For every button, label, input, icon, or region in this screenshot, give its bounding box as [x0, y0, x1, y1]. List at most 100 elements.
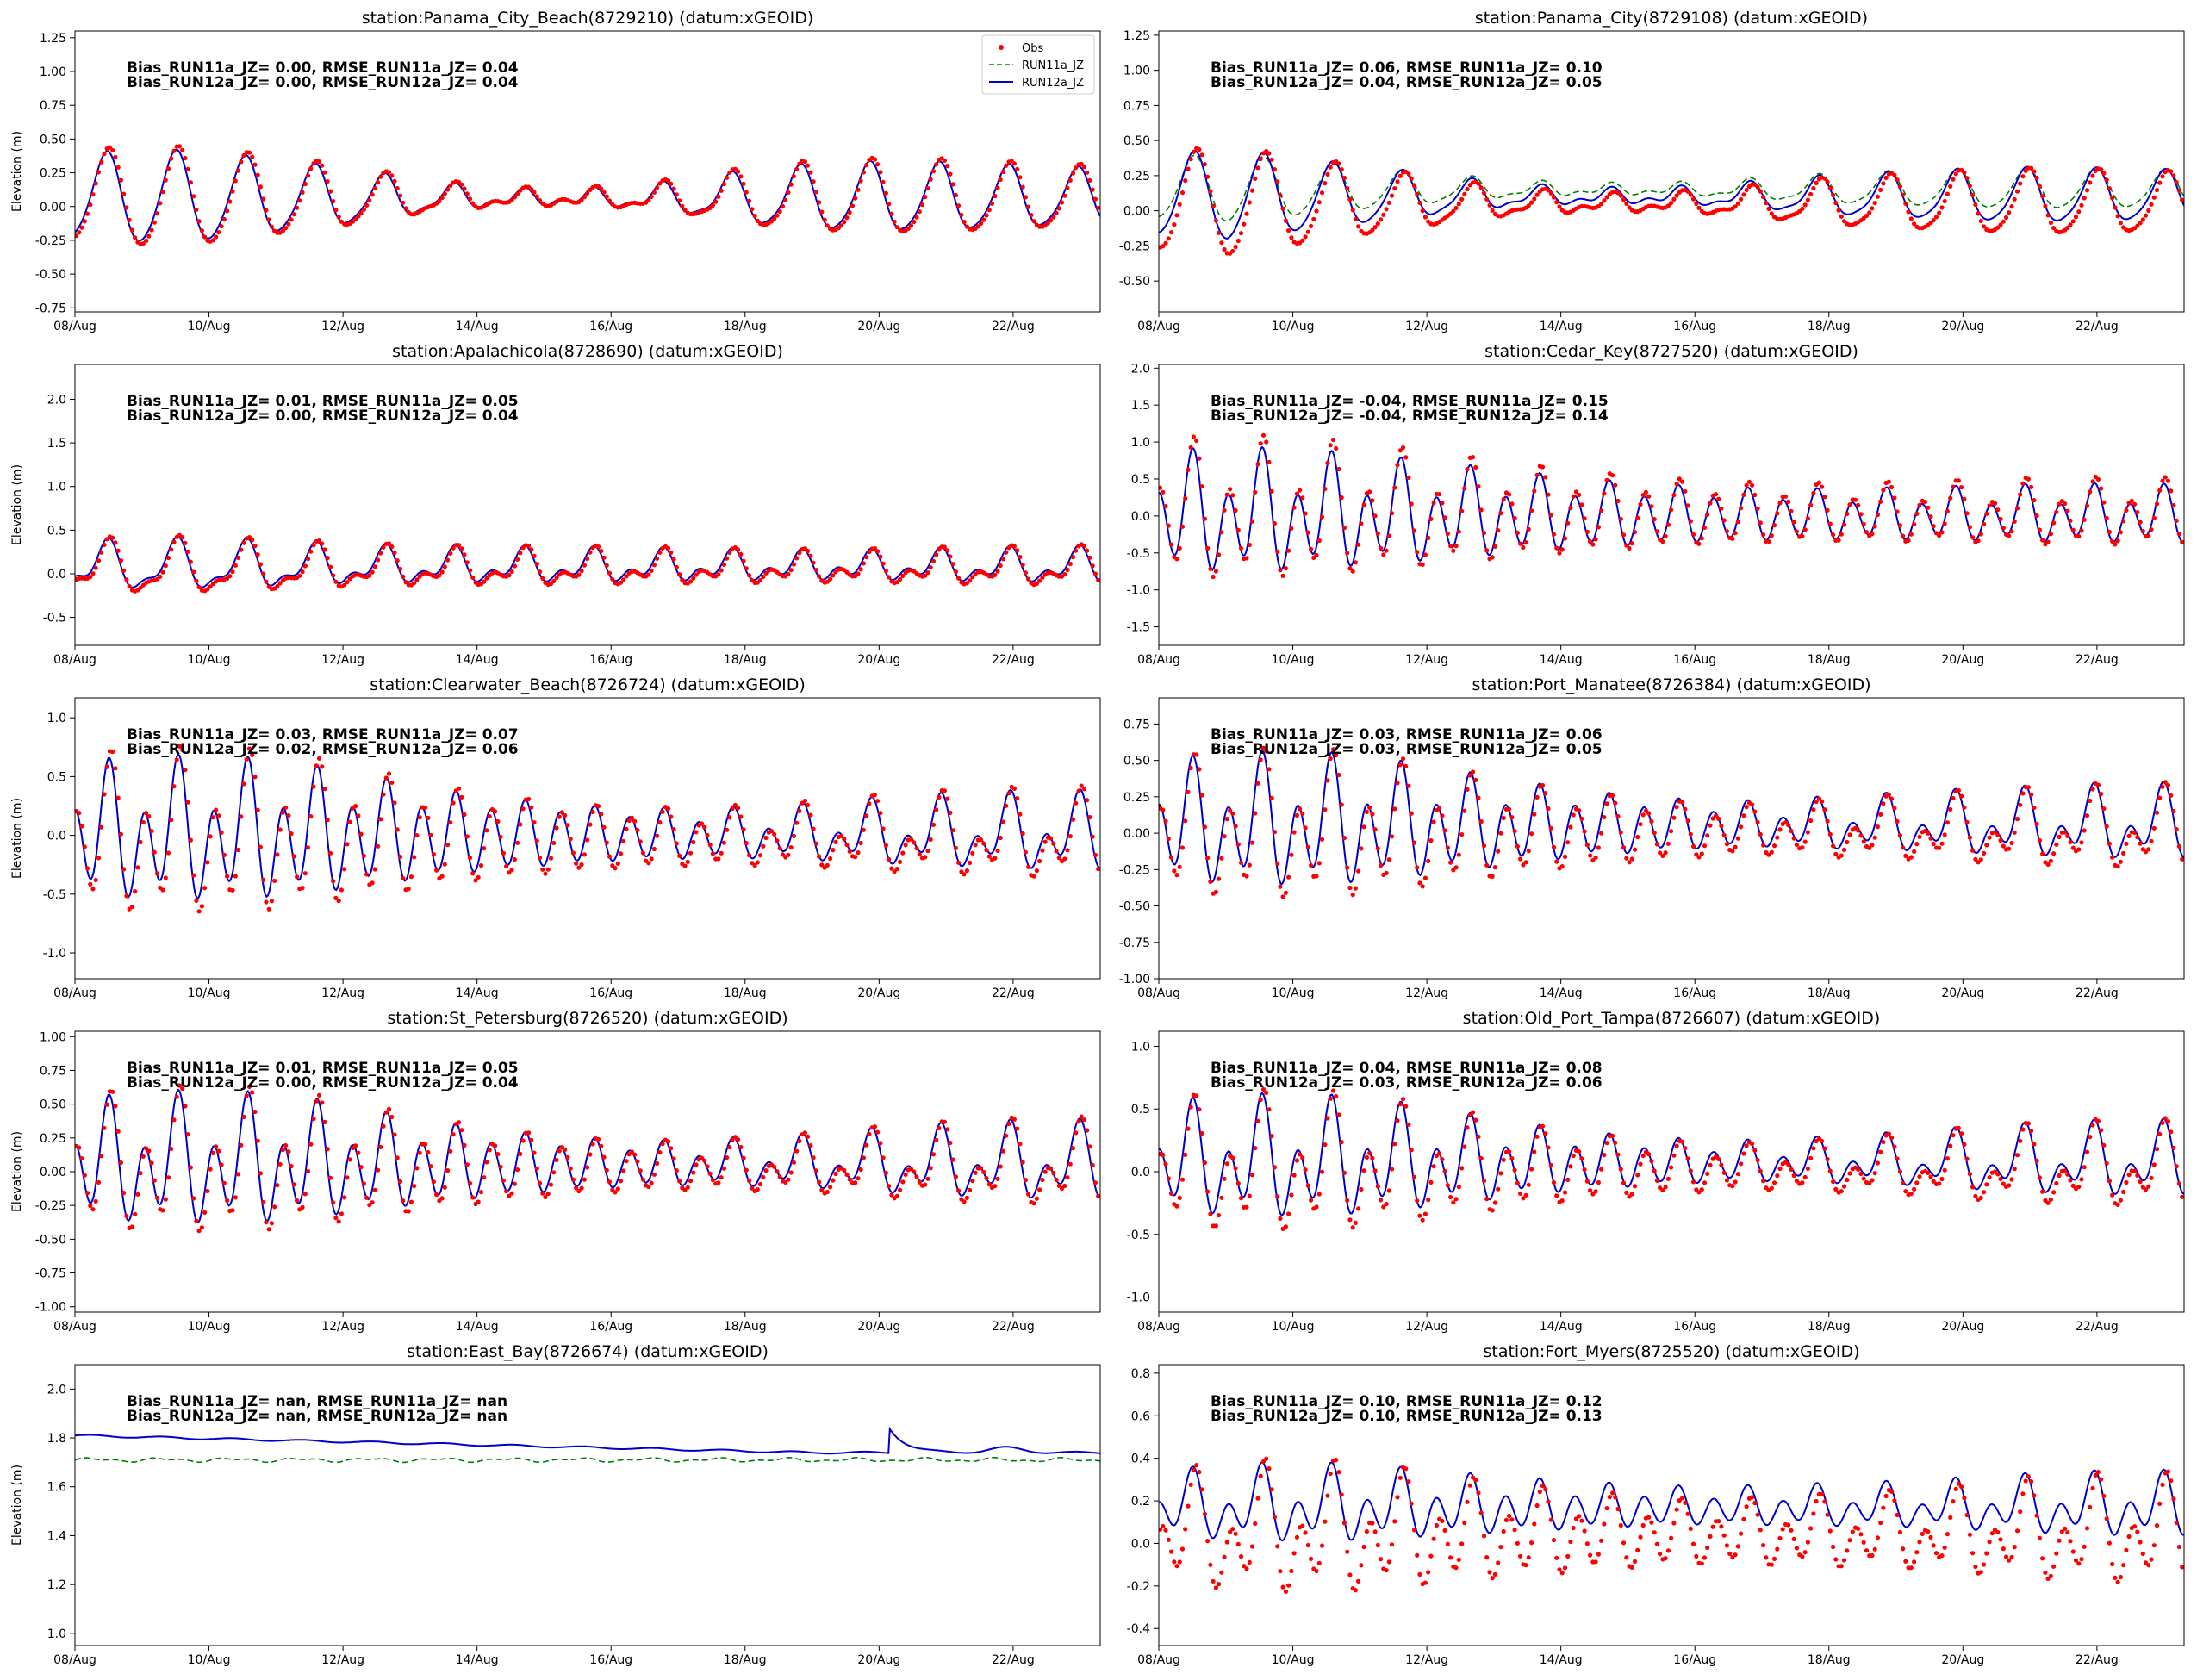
- obs-point: [1278, 1569, 1283, 1574]
- obs-point: [230, 1208, 235, 1213]
- obs-point: [252, 775, 258, 780]
- obs-point: [1314, 1204, 1319, 1210]
- obs-point: [1970, 1551, 1976, 1556]
- obs-point: [545, 867, 551, 872]
- obs-point: [144, 238, 149, 243]
- obs-point: [1654, 842, 1659, 847]
- obs-point: [2101, 171, 2107, 176]
- obs-point: [2174, 180, 2179, 185]
- obs-point: [786, 571, 791, 577]
- obs-point: [1163, 818, 1168, 824]
- x-tick-label: 14/Aug: [1540, 653, 1583, 667]
- obs-point: [685, 1185, 690, 1190]
- obs-point: [2029, 1479, 2034, 1484]
- obs-point: [140, 241, 146, 246]
- obs-point: [2009, 529, 2014, 534]
- obs-point: [79, 225, 84, 230]
- stats-line-2: Bias_RUN12a_JZ= 0.00, RMSE_RUN12a_JZ= 0.…: [127, 74, 519, 91]
- obs-point: [861, 827, 867, 832]
- obs-point: [1638, 1161, 1643, 1167]
- obs-point: [408, 1199, 414, 1204]
- obs-point: [2090, 787, 2095, 792]
- obs-point: [2057, 1173, 2062, 1179]
- obs-point: [1004, 803, 1009, 808]
- obs-point: [1219, 856, 1224, 861]
- obs-point: [1588, 1552, 1593, 1558]
- obs-point: [2051, 1190, 2057, 1195]
- obs-point: [1724, 1178, 1729, 1183]
- y-tick-label: -1.0: [43, 947, 66, 961]
- obs-point: [529, 1137, 534, 1142]
- obs-point: [520, 806, 526, 812]
- obs-point: [968, 1187, 973, 1192]
- obs-point: [333, 208, 339, 213]
- obs-point: [235, 555, 241, 561]
- obs-point: [1319, 190, 1325, 196]
- obs-point: [1750, 482, 1755, 488]
- obs-point: [180, 535, 185, 540]
- obs-point: [856, 850, 861, 856]
- obs-point: [448, 820, 453, 825]
- obs-point: [948, 1140, 953, 1146]
- obs-point: [79, 1156, 84, 1161]
- obs-point: [518, 822, 523, 827]
- obs-point: [1375, 846, 1380, 851]
- obs-point: [160, 569, 165, 575]
- obs-point: [381, 1123, 386, 1129]
- obs-point: [1912, 1559, 1917, 1565]
- obs-point: [512, 195, 518, 200]
- obs-point: [1702, 1180, 1708, 1185]
- obs-point: [1228, 808, 1233, 813]
- obs-point: [1309, 546, 1314, 551]
- obs-point: [1434, 1522, 1439, 1528]
- obs-point: [1872, 1171, 1877, 1176]
- obs-point: [2057, 501, 2062, 507]
- obs-point: [2115, 864, 2120, 869]
- obs-point: [1011, 1117, 1017, 1122]
- obs-point: [2063, 501, 2068, 507]
- obs-point: [1453, 1565, 1459, 1571]
- obs-point: [945, 164, 950, 169]
- obs-point: [2174, 518, 2179, 524]
- obs-point: [719, 850, 724, 856]
- obs-point: [1908, 216, 1914, 221]
- obs-point: [699, 821, 705, 826]
- obs-point: [1526, 1182, 1531, 1187]
- obs-point: [540, 576, 545, 582]
- obs-point: [1042, 1169, 1048, 1174]
- obs-point: [783, 1179, 788, 1185]
- obs-point: [1584, 1541, 1590, 1546]
- obs-point: [2034, 821, 2039, 827]
- obs-point: [615, 861, 620, 867]
- obs-point: [456, 543, 462, 548]
- obs-point: [442, 191, 447, 196]
- obs-point: [1040, 848, 1045, 853]
- obs-point: [651, 1172, 657, 1177]
- obs-point: [1766, 539, 1771, 544]
- obs-point: [1309, 1556, 1314, 1561]
- obs-point: [677, 1179, 682, 1184]
- obs-point: [1588, 1188, 1593, 1193]
- obs-point: [1242, 221, 1247, 227]
- obs-point: [881, 826, 886, 831]
- obs-point: [342, 867, 347, 872]
- obs-point: [1453, 544, 1459, 549]
- obs-point: [1521, 544, 1526, 551]
- series-run11a-line: [75, 1456, 1100, 1464]
- obs-point: [1411, 840, 1417, 845]
- obs-point: [674, 841, 679, 846]
- obs-point: [146, 1148, 152, 1154]
- obs-point: [1267, 767, 1272, 772]
- obs-point: [1858, 512, 1864, 517]
- obs-point: [1523, 1192, 1528, 1198]
- obs-point: [214, 234, 219, 240]
- obs-point: [2090, 1123, 2095, 1128]
- obs-point: [1092, 1180, 1098, 1185]
- obs-point: [1269, 1134, 1274, 1139]
- obs-point: [579, 197, 584, 202]
- obs-point: [769, 829, 775, 834]
- obs-point: [964, 1195, 969, 1200]
- x-tick-label: 14/Aug: [1540, 1653, 1583, 1667]
- obs-point: [2001, 219, 2006, 224]
- obs-point: [300, 569, 305, 575]
